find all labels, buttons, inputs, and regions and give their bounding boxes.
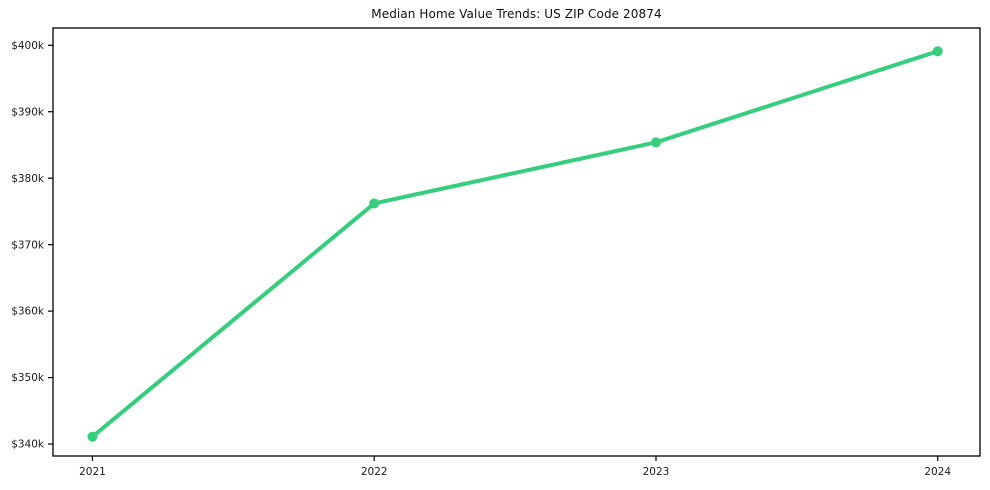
data-point [369,198,380,209]
y-tick-label: $350k [11,372,45,384]
x-tick-label: 2024 [924,466,951,478]
plot-frame [52,27,981,457]
data-point [932,46,943,57]
x-tick-label: 2023 [643,466,670,478]
y-tick-label: $390k [11,106,45,118]
y-tick-label: $360k [11,306,45,318]
x-tick-label: 2022 [361,466,388,478]
data-point [87,431,98,442]
y-tick-label: $400k [11,40,45,52]
y-tick-label: $380k [11,173,45,185]
y-tick-label: $370k [11,239,45,251]
x-tick-label: 2021 [79,466,106,478]
trend-line [90,49,940,439]
data-point [650,137,661,148]
chart-title: Median Home Value Trends: US ZIP Code 20… [371,7,662,21]
y-tick-label: $340k [11,439,45,451]
